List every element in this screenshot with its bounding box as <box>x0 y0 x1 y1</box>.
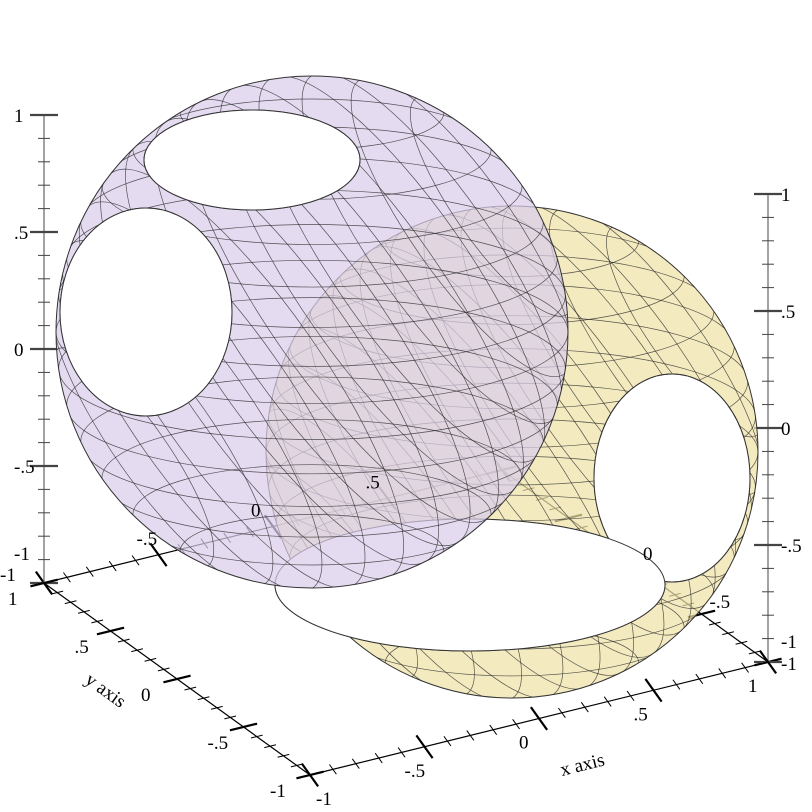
back-y-tick <box>708 621 721 626</box>
left-z-tick-label: -.5 <box>14 457 35 478</box>
right-z-tick-label: 0 <box>781 419 791 440</box>
mesh-longitude <box>220 84 524 496</box>
right-z-tick-label: .5 <box>781 302 795 323</box>
x-axis-label: x axis <box>558 750 607 781</box>
front-y-tick <box>210 705 223 710</box>
front-x-tick <box>672 679 681 690</box>
front-x-tick <box>758 650 778 674</box>
front-y-tick <box>77 609 90 614</box>
mesh-latitude <box>56 259 568 405</box>
mesh-longitude <box>125 141 439 565</box>
front-y-tick <box>144 657 157 662</box>
left-z-tick-label: .5 <box>14 223 28 244</box>
yellow-sphere-hole <box>593 373 751 583</box>
back-x-tick <box>131 555 140 566</box>
front-y-tick <box>51 590 64 595</box>
front-x-tick-label: -.5 <box>405 761 426 782</box>
purple-sphere-mesh <box>56 76 568 588</box>
front-y-tick <box>96 626 125 636</box>
front-y-tick <box>296 770 324 780</box>
right-z-tick-label: -1 <box>781 632 797 653</box>
front-y-tick <box>131 648 144 653</box>
front-y-tick <box>277 753 290 758</box>
front-x-tick-label: -1 <box>316 789 332 810</box>
front-y-tick <box>30 578 58 588</box>
front-y-tick <box>117 638 130 643</box>
back-y-tick-label: -1 <box>781 654 797 675</box>
back-y-tick <box>748 650 761 655</box>
back-x-tick <box>149 542 168 567</box>
front-y-tick-label: -1 <box>270 781 286 802</box>
mesh-latitude <box>58 297 566 440</box>
front-x-tick-label: .5 <box>634 704 648 725</box>
front-x-tick <box>351 758 360 769</box>
front-x-tick <box>741 662 749 673</box>
back-x-tick <box>85 566 94 577</box>
front-x-tick <box>466 730 475 741</box>
front-x-tick <box>374 752 383 764</box>
mesh-longitude <box>350 77 568 378</box>
front-x-tick-label: 0 <box>519 733 529 754</box>
back-x-tick-label: -.5 <box>137 529 158 550</box>
front-y-tick <box>91 619 104 624</box>
front-x-tick <box>329 764 337 775</box>
front-x-tick <box>558 707 566 719</box>
front-y-tick-label: -.5 <box>208 733 229 754</box>
front-y-tick <box>157 667 170 672</box>
front-x-tick <box>626 690 635 702</box>
back-y-tick <box>735 640 748 645</box>
back-x-tick <box>63 572 71 583</box>
left-z-tick-label: 0 <box>14 340 24 361</box>
mesh-longitude <box>78 201 366 588</box>
left-z-tick-label: -1 <box>14 544 30 565</box>
front-y-tick <box>197 696 210 701</box>
back-x-tick-label: -1 <box>0 565 16 586</box>
front-x-tick <box>443 735 452 747</box>
front-y-tick-label: 0 <box>141 685 151 706</box>
front-x-tick <box>489 724 498 735</box>
front-axes <box>30 578 778 787</box>
left-z-tick-label: 1 <box>14 106 24 127</box>
mesh-longitude <box>100 168 404 580</box>
front-y-tick <box>163 674 191 684</box>
front-x-tick-label: 1 <box>748 676 758 697</box>
purple-sphere-hole <box>59 207 233 417</box>
front-y-tick-label: 1 <box>8 589 18 610</box>
front-y-tick <box>229 722 258 732</box>
front-y-tick-label: .5 <box>75 637 89 658</box>
back-x-tick-label: .5 <box>366 472 380 493</box>
front-y-tick <box>290 763 303 768</box>
right-z-tick-label: 1 <box>781 185 791 206</box>
back-x-tick <box>108 560 117 572</box>
back-y-tick-label: 0 <box>643 544 653 565</box>
back-x-tick-label: 0 <box>251 501 261 522</box>
front-x-tick <box>695 673 704 685</box>
front-x-tick <box>512 718 520 730</box>
front-y-tick <box>224 715 237 720</box>
front-x-tick <box>644 678 663 703</box>
front-x-tick <box>397 747 406 758</box>
front-x-tick <box>603 696 612 707</box>
purple-sphere <box>55 75 569 589</box>
front-x-tick <box>415 734 434 759</box>
purple-sphere-hole <box>143 109 361 211</box>
front-x-tick <box>529 706 549 731</box>
y-axis-label: y axis <box>81 669 130 712</box>
back-y-tick-label: -.5 <box>710 592 731 613</box>
back-y-tick <box>722 631 735 636</box>
front-y-tick <box>184 686 197 691</box>
surfaces <box>55 75 759 699</box>
front-y-tick <box>250 734 263 739</box>
right-z-tick-label: -.5 <box>781 536 802 557</box>
tick-labels: -1-1-1-1-1-1-.5-.5-.5-.5-.5-.5000000.5.5… <box>0 106 802 810</box>
mesh-latitude <box>58 224 566 367</box>
front-x-tick <box>580 702 589 713</box>
front-y-tick <box>64 600 77 605</box>
front-x-tick <box>718 668 727 679</box>
purple-sphere-mesh-lines <box>56 76 568 588</box>
front-y-tick <box>264 744 277 749</box>
